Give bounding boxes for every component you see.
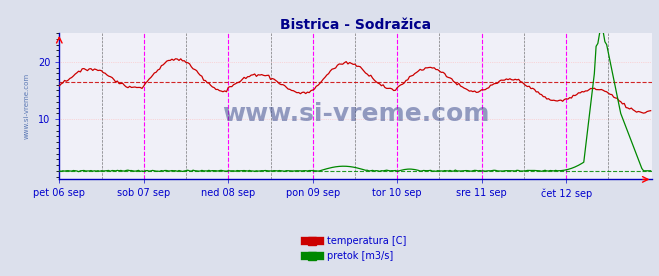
Text: www.si-vreme.com: www.si-vreme.com [24,73,30,139]
Legend: temperatura [C], pretok [m3/s]: temperatura [C], pretok [m3/s] [301,233,411,265]
Title: Bistrica - Sodražica: Bistrica - Sodražica [280,18,432,32]
Text: www.si-vreme.com: www.si-vreme.com [222,102,490,126]
